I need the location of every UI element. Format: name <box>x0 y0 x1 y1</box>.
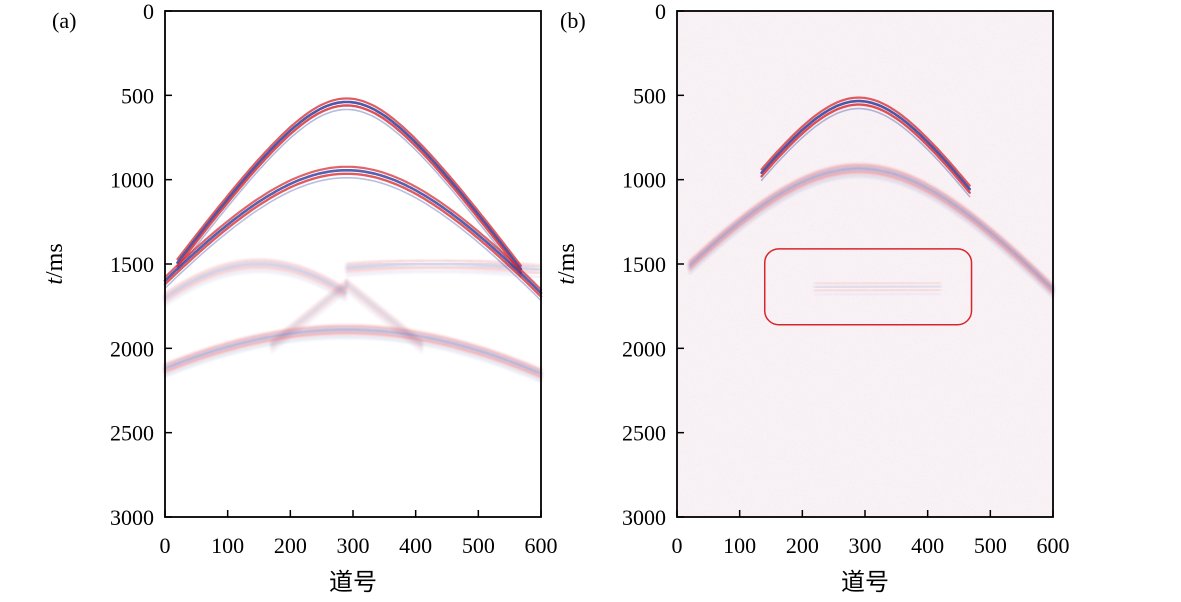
panel-a-event-3-band-0 <box>345 259 541 268</box>
panel-a-y-tick-label: 1000 <box>110 168 154 193</box>
panel-b-y-tick-label: 0 <box>655 0 666 24</box>
panel-a-ylabel: t/ms <box>42 243 68 284</box>
panel-b: (b) 0 100 200 300 400 500 600 0 500 1000 1500 2000 2… <box>554 0 1070 596</box>
panel-a-event-1-band-0 <box>163 165 543 291</box>
panel-b-events <box>688 96 1055 326</box>
panel-b-y-tick-label: 3000 <box>622 505 666 530</box>
panel-a-x-tick-label: 500 <box>462 533 495 558</box>
panel-a-event-3-band-2 <box>345 266 541 275</box>
panel-b-event-1-band-3 <box>688 175 1054 298</box>
panel-a-event-2-band-0 <box>163 259 347 296</box>
panel-a-event-2-band-2 <box>163 266 347 303</box>
panel-b-x-tick-label: 200 <box>786 533 819 558</box>
panel-b-y-tick-label: 1000 <box>622 168 666 193</box>
panel-b-y-tick-label: 2500 <box>622 421 666 446</box>
panel-a-event-2-band-3 <box>164 270 347 306</box>
panel-a-event-0-band-2 <box>176 104 523 274</box>
panel-a-event-6-band-2 <box>163 332 543 379</box>
panel-a-event-0-band-0 <box>176 97 522 267</box>
panel-a-x-tick-label: 100 <box>211 533 244 558</box>
panel-a-xlabel: 道号 <box>329 568 377 596</box>
panel-b-event-1-band-0 <box>688 164 1055 288</box>
panel-a-event-3 <box>345 259 541 278</box>
panel-a-x-tick-label: 300 <box>337 533 370 558</box>
panel-b-y-tick-label: 1500 <box>622 252 666 277</box>
panel-b-ylabel-unit: /ms <box>554 243 580 278</box>
panel-a-y-tick-label: 2500 <box>110 421 154 446</box>
panel-b-axes: 0 100 200 300 400 500 600 0 500 1000 1500 2000 2500 3… <box>622 0 1070 558</box>
panel-a-event-1-band-1 <box>163 169 543 295</box>
panel-a-ylabel-unit: /ms <box>42 243 68 278</box>
panel-b-x-tick-label: 400 <box>911 533 944 558</box>
panel-a-event-2 <box>163 259 347 306</box>
panel-b-ylabel: t/ms <box>554 243 580 284</box>
panel-a-event-3-band-3 <box>345 270 541 278</box>
panel-b-noise-field <box>677 11 1053 517</box>
panel-a-axes: 0 100 200 300 400 500 600 0 500 1000 1500 2000 2500 3… <box>110 0 558 558</box>
panel-b-event-1-band-2 <box>688 170 1055 295</box>
panel-b-y-tick-label: 500 <box>633 83 666 108</box>
panel-b-event-1 <box>688 164 1055 298</box>
panel-b-highlight-box <box>763 248 973 326</box>
panel-b-event-2-band-3 <box>814 292 941 296</box>
panel-b-label: (b) <box>560 8 586 33</box>
panel-b-event-0-band-1 <box>760 99 971 191</box>
panel-b-xlabel: 道号 <box>841 568 889 596</box>
panel-a-y-tick-label: 3000 <box>110 505 154 530</box>
panel-a-event-0-band-3 <box>176 108 522 278</box>
panel-a-event-6-band-0 <box>163 325 543 372</box>
panel-a-events <box>163 97 543 382</box>
panel-a-event-6 <box>163 325 543 382</box>
panel-a-event-1-band-2 <box>163 172 543 298</box>
panel-a-y-tick-label: 500 <box>121 83 154 108</box>
panel-a-event-3-band-1 <box>345 262 541 271</box>
panel-b-event-2 <box>813 281 942 296</box>
panel-a-y-tick-label: 1500 <box>110 252 154 277</box>
panel-b-x-tick-label: 600 <box>1037 533 1070 558</box>
panel-a-event-6-band-1 <box>163 328 543 375</box>
panel-b-y-tick-label: 2000 <box>622 336 666 361</box>
panel-a-x-tick-label: 0 <box>160 533 171 558</box>
panel-b-event-0-band-2 <box>760 103 971 194</box>
panel-a-y-tick-label: 2000 <box>110 336 154 361</box>
panel-a-event-1-band-3 <box>164 177 542 302</box>
panel-b-event-2-band-1 <box>813 284 942 289</box>
panel-b-x-tick-label: 100 <box>723 533 756 558</box>
panel-b-event-2-band-2 <box>813 288 942 293</box>
panel-b-x-tick-label: 500 <box>974 533 1007 558</box>
panel-b-ylabel-var: t <box>554 277 580 285</box>
panel-a: (a) 0 100 200 300 400 500 600 0 500 1000 1500 2000 2… <box>42 0 558 596</box>
panel-a-x-tick-label: 400 <box>399 533 432 558</box>
panel-a-event-0 <box>176 97 523 278</box>
panel-a-x-tick-label: 600 <box>525 533 558 558</box>
panel-b-event-2-band-0 <box>813 281 942 286</box>
panel-a-y-tick-label: 0 <box>143 0 154 24</box>
panel-a-ylabel-var: t <box>42 277 68 285</box>
panel-a-x-tick-label: 200 <box>274 533 307 558</box>
panel-a-event-0-band-1 <box>176 100 523 271</box>
panel-a-event-1 <box>163 165 543 302</box>
panel-b-x-tick-label: 0 <box>672 533 683 558</box>
panel-b-event-0-band-3 <box>760 107 971 198</box>
panel-a-label: (a) <box>52 8 76 33</box>
panel-a-event-2-band-1 <box>163 262 347 299</box>
panel-a-event-6-band-3 <box>164 336 542 382</box>
panel-b-x-tick-label: 300 <box>849 533 882 558</box>
panel-b-event-0 <box>760 96 971 198</box>
panel-b-event-1-band-1 <box>688 167 1055 291</box>
panel-b-event-0-band-0 <box>760 96 971 187</box>
